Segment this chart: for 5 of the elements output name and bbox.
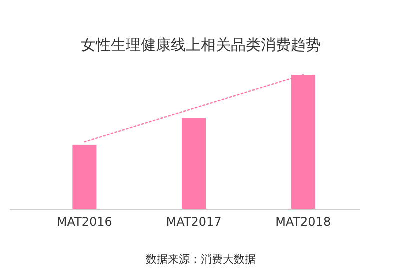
x-tick-label: MAT2018 — [276, 215, 332, 229]
source-note: 数据来源：消费大数据 — [146, 253, 256, 266]
x-tick-label: MAT2016 — [56, 215, 112, 229]
x-tick-label: MAT2017 — [166, 215, 222, 229]
chart-title: 女性生理健康线上相关品类消费趋势 — [81, 36, 321, 54]
